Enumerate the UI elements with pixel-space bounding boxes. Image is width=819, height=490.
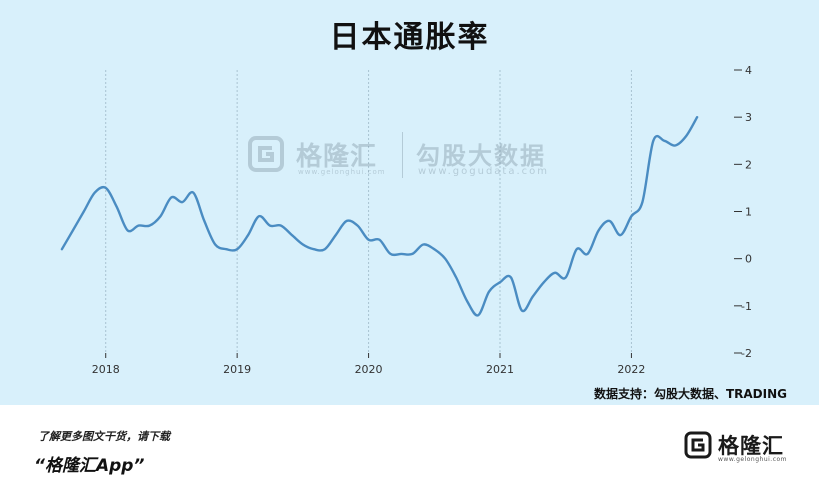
series-point	[400, 253, 402, 255]
series-point	[597, 229, 599, 231]
series-point	[105, 187, 107, 189]
series-point	[170, 196, 172, 198]
series-point	[214, 243, 216, 245]
series-point	[565, 276, 567, 278]
series-point	[83, 210, 85, 212]
x-tick-label: 2020	[355, 363, 383, 376]
series-layer	[60, 116, 699, 317]
series-point	[510, 276, 512, 278]
y-tick-label: 2	[745, 158, 752, 171]
series-point	[291, 234, 293, 236]
source-note: 数据支持：勾股大数据、TRADING	[593, 387, 787, 401]
footer-app-name: “格隆汇App”	[34, 456, 145, 476]
x-tick-label: 2019	[223, 363, 251, 376]
footer-logo-url: www.gelonghui.com	[718, 456, 788, 463]
series-point	[94, 191, 96, 193]
y-tick-label: -1	[741, 300, 752, 313]
series-point	[389, 253, 391, 255]
series-point	[674, 144, 676, 146]
x-tick-label: 2021	[486, 363, 514, 376]
y-tick-label: 1	[745, 206, 752, 219]
grid-layer	[105, 70, 632, 353]
series-point	[455, 276, 457, 278]
series-point	[335, 234, 337, 236]
series-point	[126, 229, 128, 231]
footer-logo-name: 格隆汇	[718, 434, 784, 458]
series-point	[159, 215, 161, 217]
series-point	[685, 135, 687, 137]
tick-label-layer: 2018 2019 2020 2021 2022 4 3 2 1 0 -1 -2	[92, 64, 752, 376]
series-point	[630, 215, 632, 217]
series-point	[411, 253, 413, 255]
series-point	[532, 295, 534, 297]
series-point	[345, 220, 347, 222]
line-chart: 2018 2019 2020 2021 2022 4 3 2 1 0 -1 -2	[60, 64, 752, 376]
footer-logo: 格隆汇 www.gelonghui.com	[684, 428, 794, 468]
series-point	[356, 224, 358, 226]
x-tick-label: 2022	[617, 363, 645, 376]
series-point	[115, 206, 117, 208]
series-point	[269, 224, 271, 226]
series-point	[652, 140, 654, 142]
series-point	[137, 224, 139, 226]
y-tick-label: 4	[745, 64, 752, 77]
chart-panel: 2018 2019 2020 2021 2022 4 3 2 1 0 -1 -2 日本通胀率 格隆汇 …	[0, 0, 819, 405]
series-point	[543, 281, 545, 283]
series-point	[236, 248, 238, 250]
series-point	[499, 281, 501, 283]
y-tick-label: 0	[745, 253, 752, 266]
series-point	[378, 239, 380, 241]
gelonghui-logo-icon	[684, 431, 712, 459]
series-point	[247, 234, 249, 236]
series-point	[608, 220, 610, 222]
series-point	[61, 248, 63, 250]
watermark-divider	[402, 132, 403, 178]
series-point	[619, 234, 621, 236]
series-point	[72, 229, 74, 231]
series-point	[367, 239, 369, 241]
watermark-brand: 格隆汇	[296, 142, 378, 172]
x-tick-label: 2018	[92, 363, 120, 376]
series-point	[302, 243, 304, 245]
series-point	[148, 224, 150, 226]
series-point	[258, 215, 260, 217]
inflation-series-line	[60, 116, 699, 317]
series-point	[313, 248, 315, 250]
series-point	[586, 253, 588, 255]
y-tick-label: -2	[741, 347, 752, 360]
series-point	[466, 300, 468, 302]
series-point	[203, 220, 205, 222]
series-point	[192, 191, 194, 193]
chart-title: 日本通胀率	[329, 20, 490, 55]
series-point	[575, 248, 577, 250]
series-point	[225, 248, 227, 250]
watermark-brand-url: www.gelonghui.com	[298, 168, 386, 176]
series-point	[696, 116, 698, 118]
y-tick-label: 3	[745, 111, 752, 124]
watermark-partner-url: www.gogudata.com	[418, 166, 550, 177]
watermark: 格隆汇 www.gelonghui.com 勾股大数据 www.gogudata…	[240, 122, 585, 184]
series-point	[444, 257, 446, 259]
watermark-partner: 勾股大数据	[416, 142, 546, 170]
series-point	[181, 201, 183, 203]
series-point	[521, 309, 523, 311]
series-point	[477, 314, 479, 316]
series-point	[641, 201, 643, 203]
series-point	[433, 248, 435, 250]
axis-layer	[105, 69, 742, 358]
series-point	[324, 248, 326, 250]
series-point	[554, 272, 556, 274]
series-point	[422, 243, 424, 245]
series-point	[280, 224, 282, 226]
series-point	[488, 290, 490, 292]
gelonghui-logo-icon	[248, 136, 284, 172]
series-point	[663, 140, 665, 142]
footer-tagline: 了解更多图文干货，请下载	[38, 430, 170, 443]
